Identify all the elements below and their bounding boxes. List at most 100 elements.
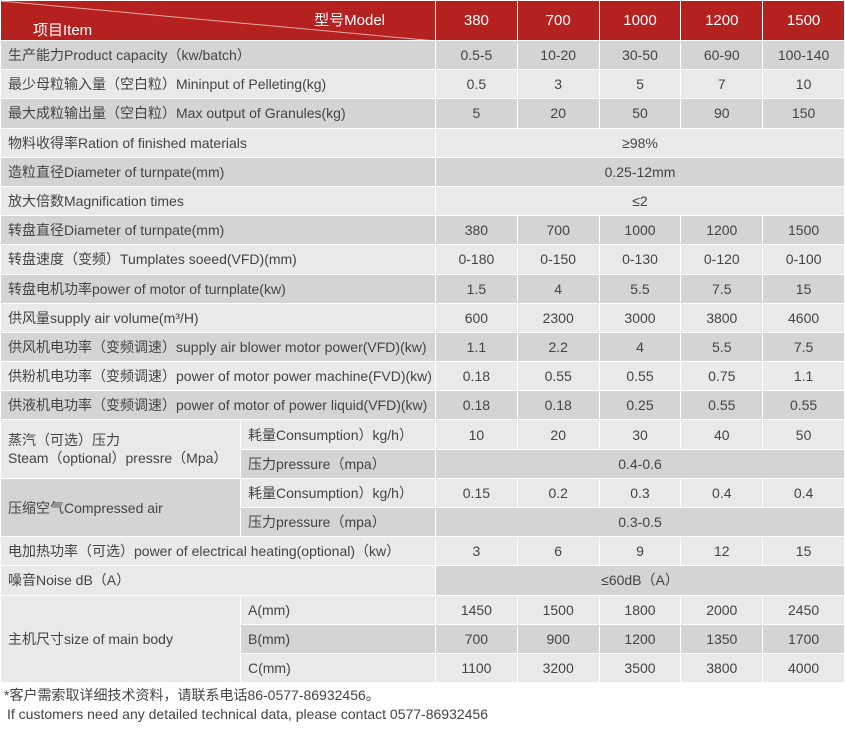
table-row: 电加热功率（可选）power of electrical heating(opt… <box>0 536 845 567</box>
value-cell: 900 <box>516 623 600 654</box>
sub-row-label: 压力pressure（mpa） <box>240 506 436 538</box>
value-cell: 0-130 <box>598 244 682 275</box>
row-label: 供粉机电功率（变频调速）power of motor power machine… <box>0 361 436 392</box>
sub-row-label: C(mm) <box>240 652 436 684</box>
value-cell: 0.5 <box>435 69 518 100</box>
table-body: 生产能力Product capacity（kw/batch） 0.5-5 10-20… <box>0 39 845 684</box>
value-cell: 9 <box>598 536 682 567</box>
model-1200: 1200 <box>680 0 764 41</box>
value-cell: 30-50 <box>598 39 682 71</box>
value-cell: 15 <box>762 273 845 304</box>
value-cell: 5.5 <box>680 331 764 363</box>
value-cell: 0-120 <box>680 244 764 275</box>
value-cell: 1100 <box>435 652 518 684</box>
value-cell: 600 <box>435 302 518 333</box>
value-cell: 20 <box>516 419 600 450</box>
diagonal-divider <box>1 1 426 40</box>
value-cell: 1450 <box>435 594 518 625</box>
value-cell: 100-140 <box>762 39 845 71</box>
value-cell: 1350 <box>680 623 764 654</box>
row-label: 供风机电功率（变频调速）supply air blower motor powe… <box>0 331 436 363</box>
value-cell: 2450 <box>762 594 845 625</box>
merged-value-cell: 0.25-12mm <box>435 156 845 187</box>
value-cell: 0.5-5 <box>435 39 518 71</box>
row-group-label: 主机尺寸size of main body <box>0 594 241 684</box>
value-cell: 3 <box>435 536 518 567</box>
value-cell: 7.5 <box>680 273 764 304</box>
value-cell: 3500 <box>598 652 682 684</box>
table-row: 蒸汽（可选）压力 Steam（optional）pressre（Mpa） 耗量Co… <box>0 419 845 479</box>
value-cell: 700 <box>516 215 600 246</box>
footer-note-cn: *客户需索取详细技术资料，请联系电话86-0577-86932456。 <box>4 687 380 704</box>
table-row: 压缩空气Compressed air 耗量Consumption）kg/h） 0.1… <box>0 477 845 538</box>
merged-value-cell: 0.4-0.6 <box>435 448 845 479</box>
value-cell: 0.25 <box>598 390 682 421</box>
sub-row-label: 耗量Consumption）kg/h） <box>240 477 436 509</box>
row-group-label: 蒸汽（可选）压力 Steam（optional）pressre（Mpa） <box>0 419 241 479</box>
value-cell: 0-150 <box>516 244 600 275</box>
header-item: 项目Item <box>33 22 93 39</box>
value-cell: 3200 <box>516 652 600 684</box>
row-label: 供液机电功率（变频调速）power of motor of power liqu… <box>0 390 436 421</box>
table-row: 噪音Noise dB（A） ≤60dB（A） <box>0 565 845 596</box>
sub-row-label: B(mm) <box>240 623 436 654</box>
table-row: 供风量supply air volume(m³/H) 600 2300 3000 380… <box>0 302 845 333</box>
value-cell: 0.2 <box>516 477 600 509</box>
header-row: 项目Item 型号Model 380 700 1000 1200 1500 <box>0 0 845 41</box>
table-row: C(mm) 1100 3200 3500 3800 4000 <box>1 652 845 684</box>
row-label: 噪音Noise dB（A） <box>0 565 436 596</box>
value-cell: 0.55 <box>680 390 764 421</box>
value-cell: 0.55 <box>516 361 600 392</box>
table-row: 供风机电功率（变频调速）supply air blower motor powe… <box>0 331 845 363</box>
value-cell: 30 <box>598 419 682 450</box>
table-row: 转盘直径Diameter of turnpate(mm) 380 700 1000 12… <box>0 215 845 246</box>
row-label: 生产能力Product capacity（kw/batch） <box>0 39 436 71</box>
table-row: 造粒直径Diameter of turnpate(mm) 0.25-12mm <box>0 156 845 187</box>
value-cell: 0.55 <box>762 390 845 421</box>
value-cell: 150 <box>762 98 845 129</box>
model-380: 380 <box>435 0 518 41</box>
table-row: 物料收得率Ration of finished materials ≥98% <box>0 127 845 158</box>
value-cell: 10-20 <box>516 39 600 71</box>
table-row: 最少母粒输入量（空白粒）Mininput of Pelleting(kg) 0.5… <box>0 69 845 100</box>
table-row: 供液机电功率（变频调速）power of motor of power liqu… <box>0 390 845 421</box>
table-row: B(mm) 700 900 1200 1350 1700 <box>1 623 845 654</box>
value-cell: 0-180 <box>435 244 518 275</box>
row-label: 供风量supply air volume(m³/H) <box>0 302 436 333</box>
value-cell: 380 <box>435 215 518 246</box>
value-cell: 1200 <box>680 215 764 246</box>
value-cell: 1500 <box>762 215 845 246</box>
value-cell: 12 <box>680 536 764 567</box>
value-cell: 1800 <box>598 594 682 625</box>
value-cell: 3800 <box>680 652 764 684</box>
row-label: 物料收得率Ration of finished materials <box>0 127 436 158</box>
row-label: 转盘速度（变频）Tumplates soeed(VFD)(mm) <box>0 244 436 275</box>
sub-row-label: A(mm) <box>240 594 436 625</box>
header-corner: 项目Item 型号Model <box>0 0 436 41</box>
value-cell: 50 <box>762 419 845 450</box>
value-cell: 0.55 <box>598 361 682 392</box>
row-label: 电加热功率（可选）power of electrical heating(opt… <box>0 536 436 567</box>
value-cell: 6 <box>516 536 600 567</box>
table-row: 放大倍数Magnification times ≤2 <box>0 185 845 217</box>
value-cell: 1000 <box>598 215 682 246</box>
model-700: 700 <box>516 0 600 41</box>
value-cell: 0.18 <box>435 361 518 392</box>
row-label: 造粒直径Diameter of turnpate(mm) <box>0 156 436 187</box>
table-row: 转盘速度（变频）Tumplates soeed(VFD)(mm) 0-180 0-1… <box>0 244 845 275</box>
value-cell: 5.5 <box>598 273 682 304</box>
value-cell: 7.5 <box>762 331 845 363</box>
value-cell: 0-100 <box>762 244 845 275</box>
value-cell: 90 <box>680 98 764 129</box>
value-cell: 10 <box>762 69 845 100</box>
value-cell: 4 <box>516 273 600 304</box>
table-row: 生产能力Product capacity（kw/batch） 0.5-5 10-20… <box>0 39 845 71</box>
value-cell: 4000 <box>762 652 845 684</box>
value-cell: 0.18 <box>435 390 518 421</box>
value-cell: 3800 <box>680 302 764 333</box>
footer-note-en: If customers need any detailed technical… <box>7 706 488 723</box>
value-cell: 20 <box>516 98 600 129</box>
value-cell: 4 <box>598 331 682 363</box>
value-cell: 2000 <box>680 594 764 625</box>
sub-row-label: 压力pressure（mpa） <box>240 448 436 479</box>
